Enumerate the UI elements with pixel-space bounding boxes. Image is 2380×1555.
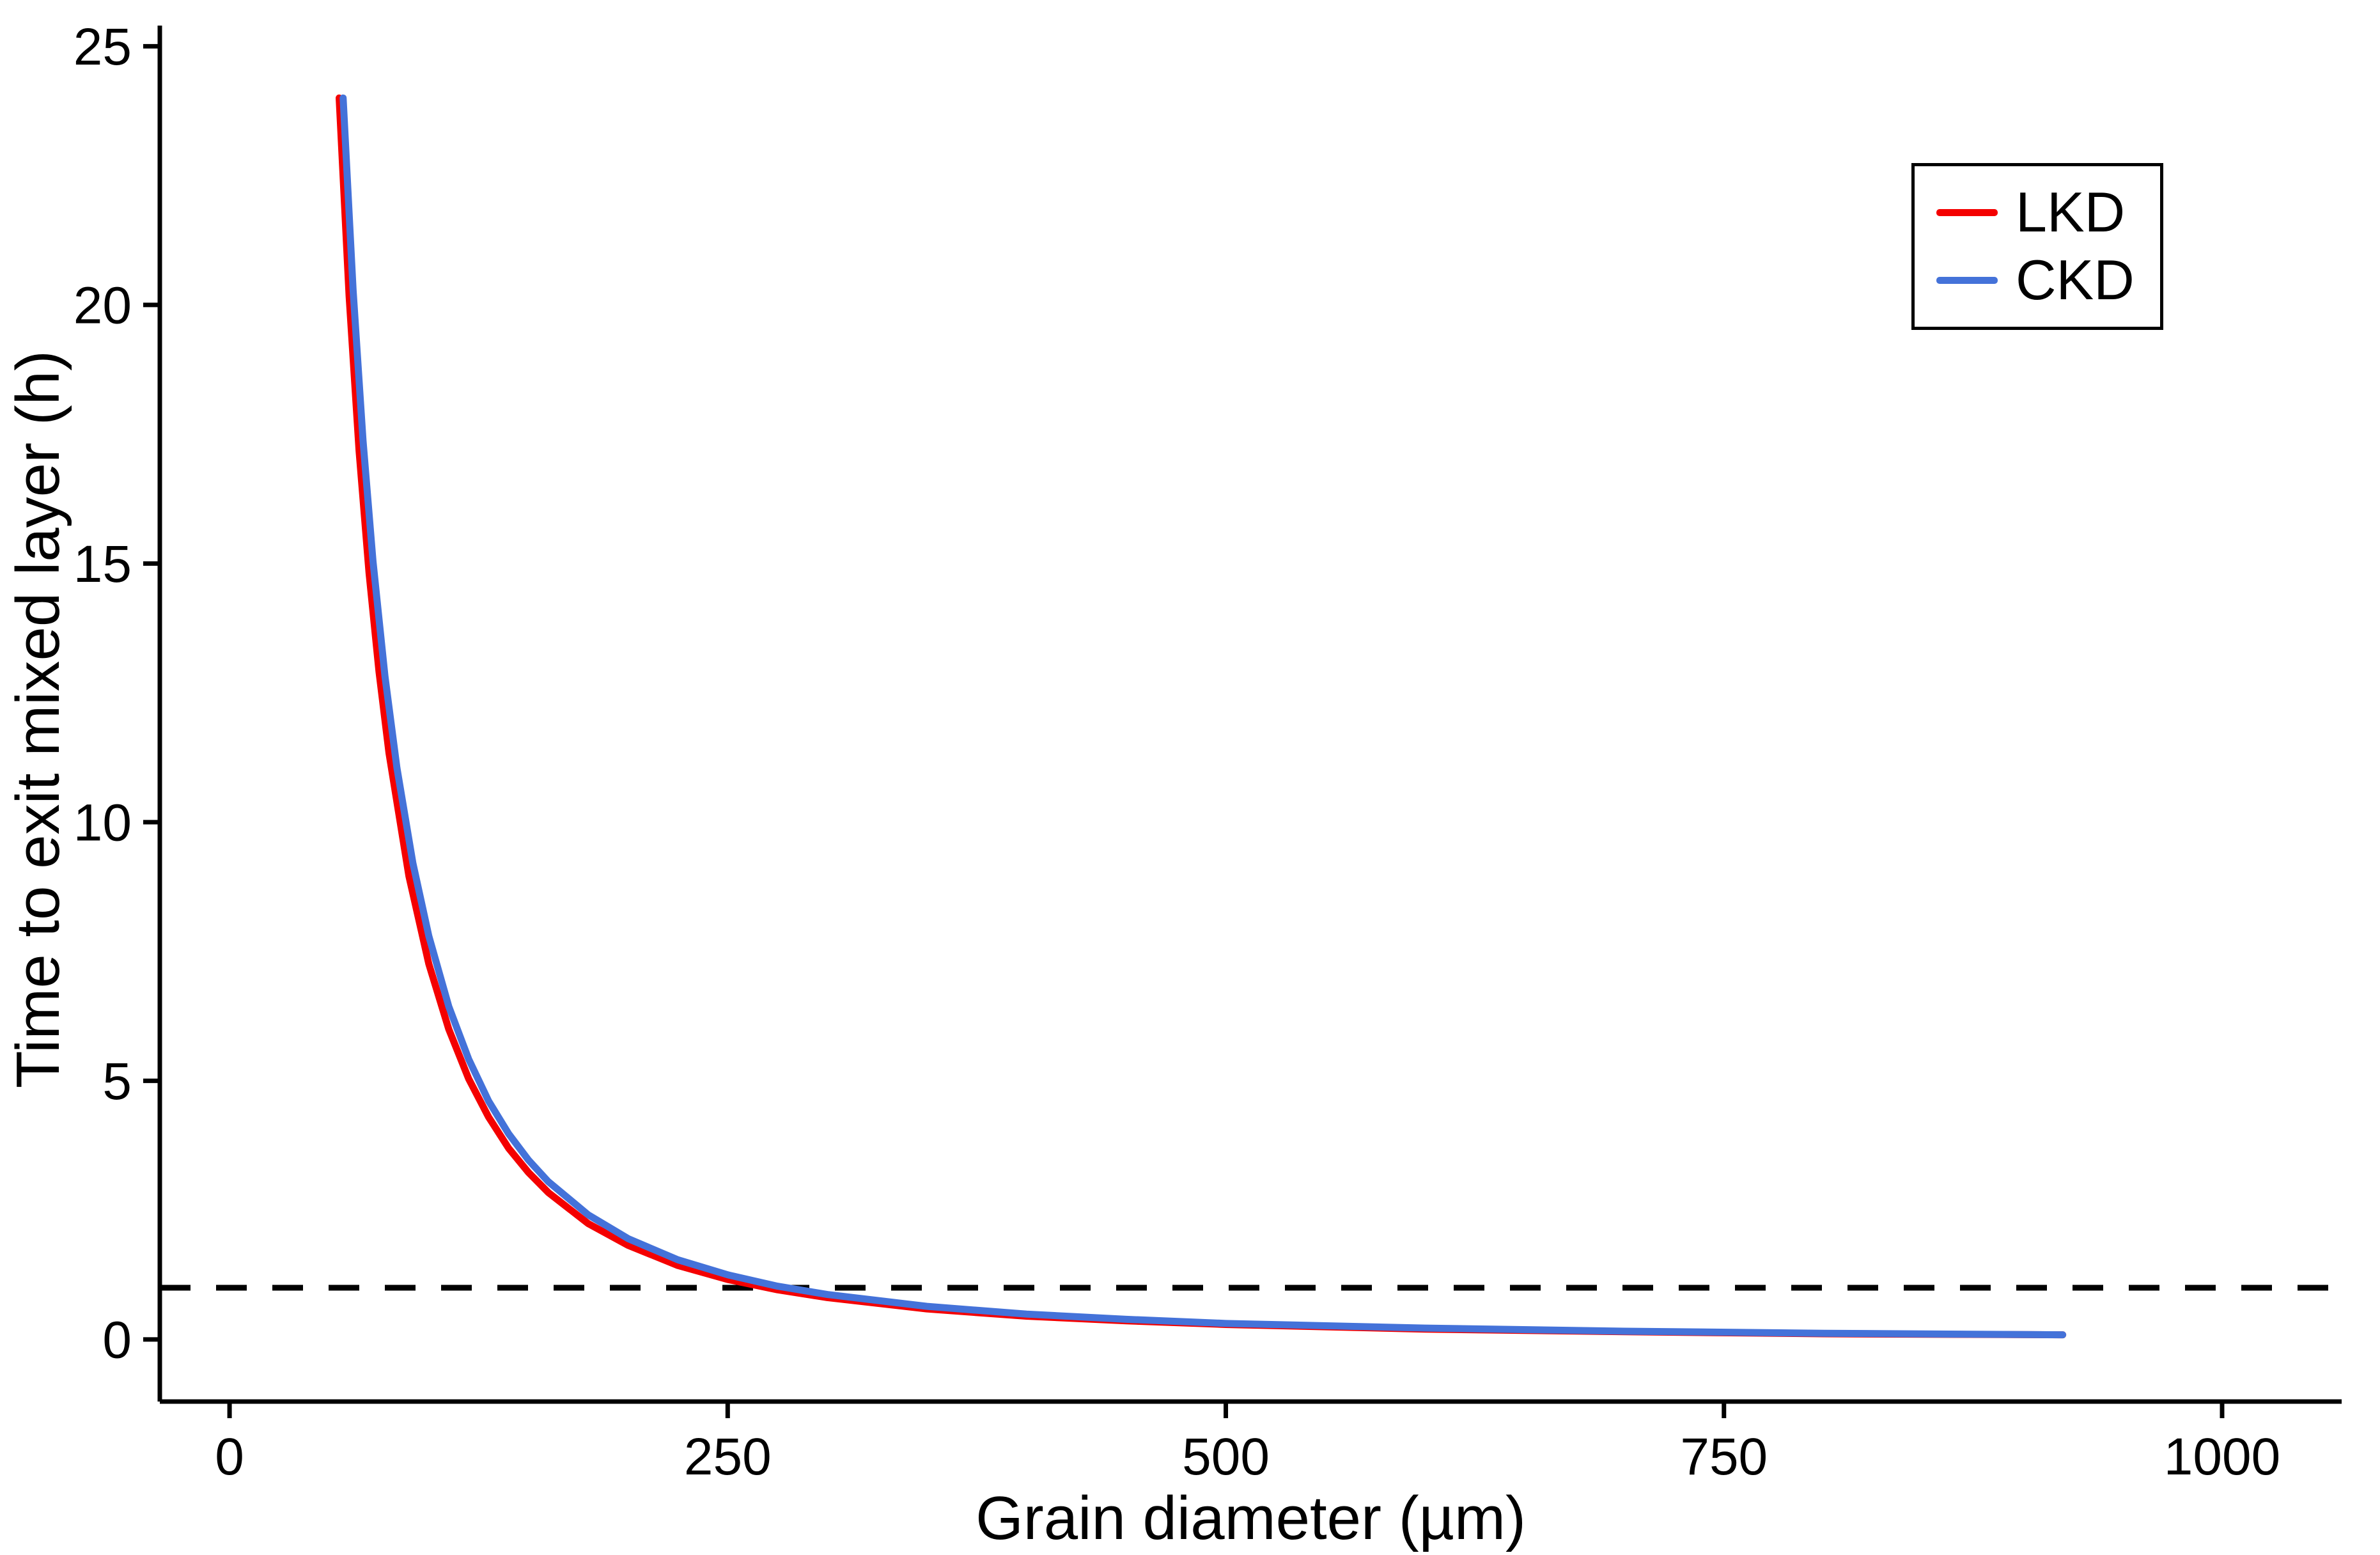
y-axis-title: Time to exit mixed layer (h) — [4, 350, 72, 1089]
x-axis-title: Grain diameter (µm) — [976, 1484, 1526, 1552]
legend-label-lkd: LKD — [2016, 180, 2126, 244]
series-line-lkd — [336, 94, 2067, 1339]
y-tick-label: 10 — [74, 794, 132, 852]
x-tick-label: 1000 — [2164, 1428, 2280, 1486]
lkd-line-swatch — [1936, 208, 1998, 216]
series-line-ckd — [339, 94, 2067, 1339]
y-tick-label: 5 — [102, 1052, 132, 1111]
y-tick-label: 20 — [74, 277, 132, 335]
legend-item-ckd: CKD — [1936, 248, 2135, 312]
y-tick-label: 15 — [74, 535, 132, 593]
y-tick-label: 25 — [74, 18, 132, 76]
legend: LKD CKD — [1911, 163, 2163, 330]
y-tick-label: 0 — [102, 1311, 132, 1370]
x-tick-label: 0 — [215, 1428, 244, 1486]
x-tick-label: 750 — [1680, 1428, 1768, 1486]
legend-label-ckd: CKD — [2016, 248, 2135, 312]
x-tick-label: 250 — [684, 1428, 772, 1486]
legend-item-lkd: LKD — [1936, 180, 2135, 244]
x-tick-label: 500 — [1182, 1428, 1270, 1486]
ckd-line-swatch — [1936, 277, 1998, 285]
